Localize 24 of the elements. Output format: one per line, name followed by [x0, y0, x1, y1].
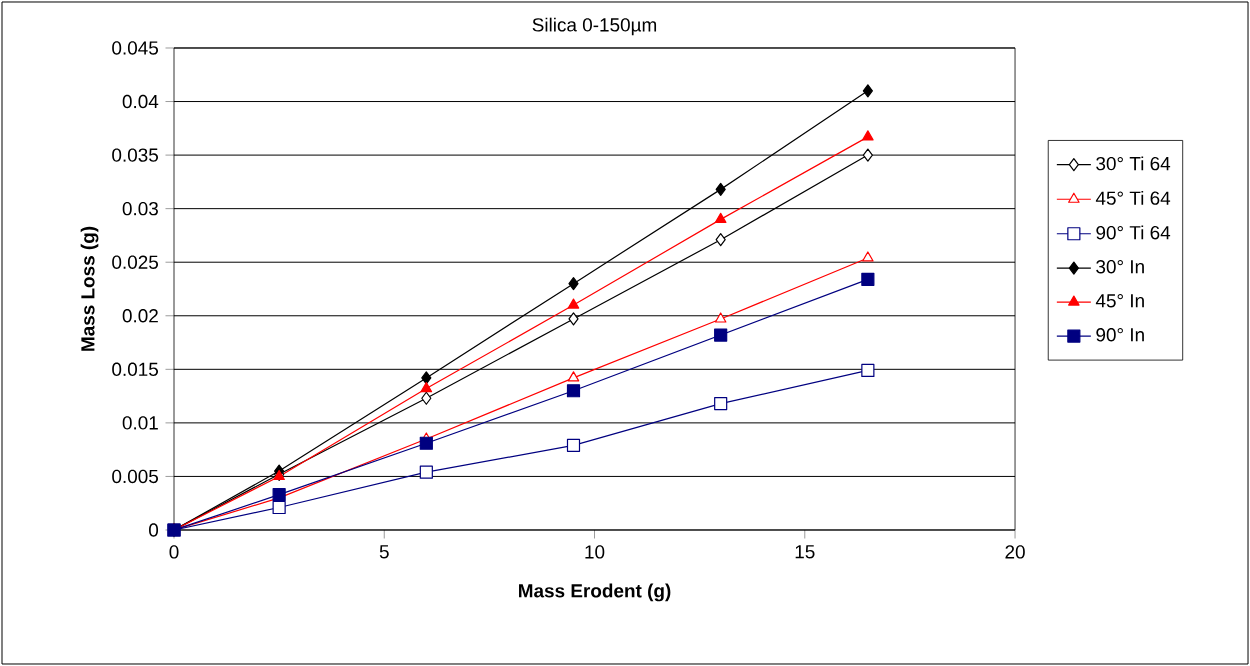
y-tick-label: 0.035	[112, 148, 159, 162]
y-tick-label: 0.005	[112, 469, 159, 484]
x-tick-label: 0	[169, 545, 179, 559]
x-tick-label: 20	[1005, 545, 1025, 559]
x-tick-label: 10	[585, 545, 605, 559]
x-tick-label: 15	[795, 545, 815, 559]
legend-label: 45° In	[1095, 294, 1144, 308]
y-tick-label: 0.02	[122, 309, 158, 323]
y-tick-label: 0.03	[122, 201, 158, 216]
legend-label: 90° In	[1096, 328, 1144, 342]
legend-label: 90° Ti 64	[1096, 225, 1171, 240]
legend-label: 45° Ti 64	[1095, 190, 1171, 205]
y-tick-label: 0.04	[122, 94, 159, 109]
y-axis-title: Mass Loss (g)	[80, 226, 99, 351]
x-axis-title: Mass Erodent (g)	[519, 583, 671, 602]
y-tick-label: 0	[149, 523, 159, 537]
y-tick-label: 0.01	[122, 416, 158, 430]
chart-title: Silica 0-150µm	[532, 17, 657, 36]
y-tick-label: 0.025	[112, 255, 159, 269]
y-tick-label: 0.045	[112, 41, 159, 55]
x-tick-label: 5	[379, 545, 389, 559]
legend-label: 30° In	[1096, 260, 1144, 274]
y-tick-label: 0.015	[112, 362, 159, 377]
legend-label: 30° Ti 64	[1096, 156, 1171, 171]
